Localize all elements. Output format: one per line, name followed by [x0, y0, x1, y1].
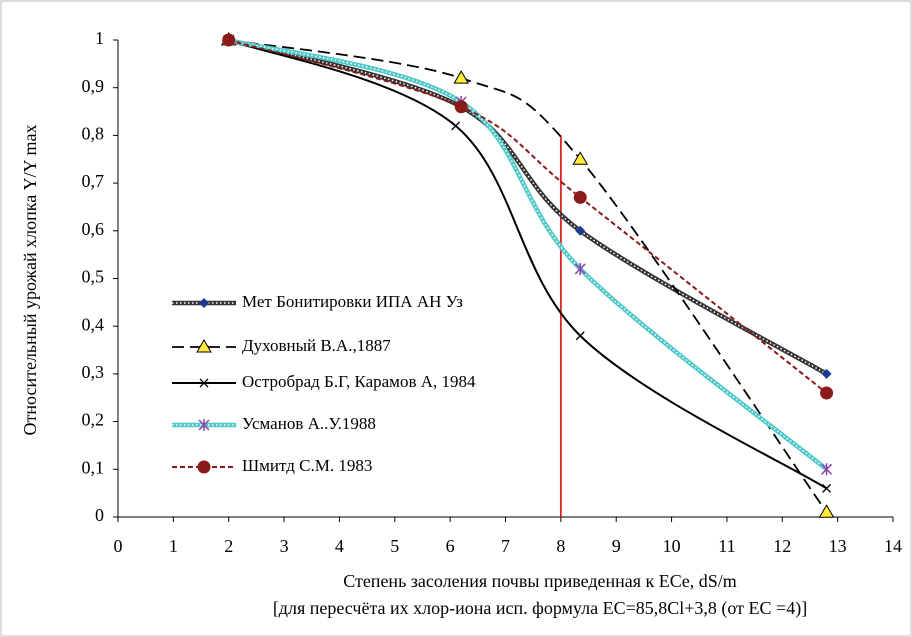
legend-label: Остробрaд Б.Г, Карамов А, 1984	[242, 372, 476, 391]
marker	[572, 151, 589, 165]
marker	[820, 386, 834, 400]
x-tick-label: 12	[773, 536, 791, 556]
y-tick-label: 0	[95, 505, 104, 525]
marker	[454, 100, 468, 114]
marker	[575, 331, 585, 341]
x-tick-label: 13	[829, 536, 847, 556]
y-tick-label: 0,3	[82, 362, 105, 382]
y-tick-label: 0,7	[82, 171, 105, 191]
series-line-overlay	[228, 39, 827, 375]
x-tick-label: 14	[884, 536, 902, 556]
y-tick-label: 0,6	[82, 219, 105, 239]
marker	[451, 121, 461, 131]
x-tick-label: 0	[114, 536, 123, 556]
x-tick-label: 4	[335, 536, 344, 556]
marker	[821, 368, 832, 379]
y-tick-label: 0,9	[82, 76, 105, 96]
x-axis-note: [для пересчёта их хлор-иона исп. формула…	[273, 598, 807, 619]
marker	[222, 33, 236, 47]
y-tick-label: 0,1	[82, 457, 105, 477]
x-tick-label: 8	[556, 536, 565, 556]
x-tick-label: 6	[446, 536, 455, 556]
legend-marker	[196, 339, 212, 353]
x-tick-label: 10	[663, 536, 681, 556]
x-tick-label: 3	[280, 536, 289, 556]
y-tick-label: 1	[95, 28, 104, 48]
marker	[821, 463, 833, 476]
marker	[574, 262, 586, 275]
x-axis-label: Степень засоления почвы приведенная к EC…	[343, 571, 737, 591]
marker	[818, 504, 835, 518]
y-tick-label: 0,2	[82, 410, 105, 430]
legend-label: Шмитд С.М. 1983	[242, 456, 372, 475]
y-axis-label: Относительный урожай хлопка Y/Y max	[20, 125, 40, 436]
legend-marker	[197, 460, 211, 474]
series-line-overlay	[228, 39, 828, 470]
y-tick-label: 0,8	[82, 124, 105, 144]
legend-label: Усманов А..У.1988	[242, 414, 376, 433]
x-tick-label: 7	[501, 536, 510, 556]
x-tick-label: 11	[718, 536, 735, 556]
marker	[575, 225, 586, 236]
legend-marker	[199, 378, 209, 388]
legend-label: Мет Бонитировки ИПА АН Уз	[242, 292, 463, 311]
marker	[822, 483, 832, 493]
x-tick-label: 5	[390, 536, 399, 556]
marker	[573, 190, 587, 204]
y-tick-label: 0,5	[82, 267, 105, 287]
legend-marker	[198, 419, 210, 431]
series-line	[228, 39, 828, 394]
legend-marker	[199, 298, 209, 308]
y-tick-label: 0,4	[82, 314, 105, 334]
x-tick-label: 9	[612, 536, 621, 556]
legend-label: Духовный В.А.,1887	[242, 336, 391, 355]
series-line	[228, 39, 828, 513]
x-tick-label: 1	[169, 536, 178, 556]
marker	[453, 70, 470, 84]
series-line	[228, 39, 828, 490]
x-tick-label: 2	[224, 536, 233, 556]
